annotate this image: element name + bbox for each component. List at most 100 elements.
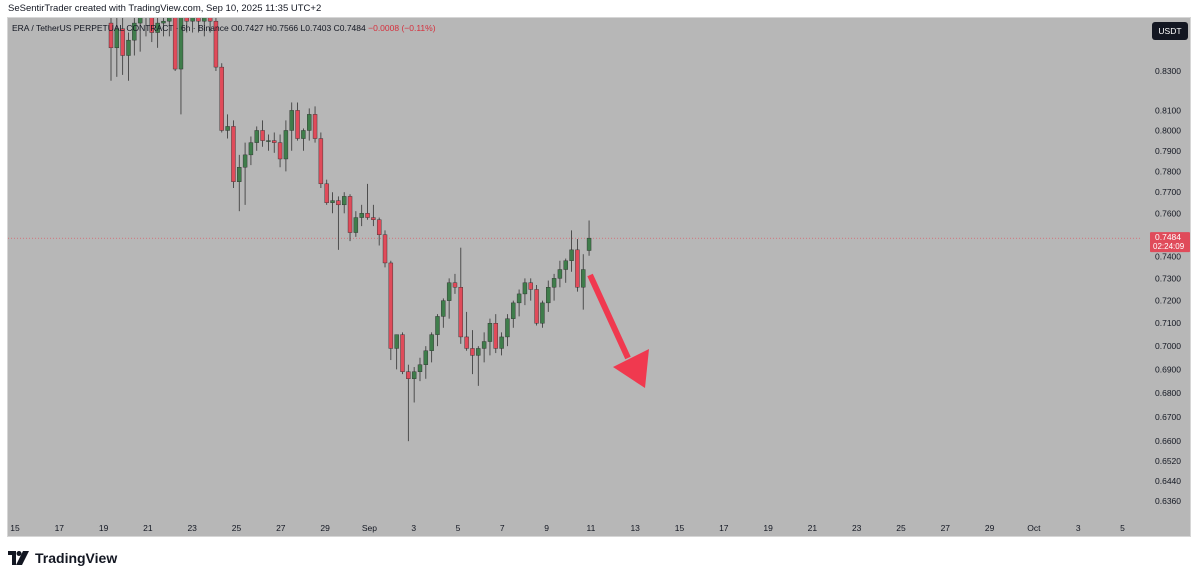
- x-axis-tick-label: 17: [719, 523, 729, 533]
- candle: [481, 332, 487, 363]
- tradingview-logo-icon: [8, 551, 29, 565]
- candle: [161, 18, 166, 37]
- y-axis-tick-label: 0.7000: [1155, 341, 1181, 351]
- current-price-value: 0.7484: [1155, 232, 1181, 242]
- candle: [551, 273, 557, 301]
- x-axis-tick-label: 15: [675, 523, 685, 533]
- candle: [184, 18, 189, 33]
- candle-body: [342, 196, 347, 206]
- candle-body: [522, 282, 528, 295]
- candle: [382, 230, 388, 268]
- x-axis-tick-label: 21: [143, 523, 153, 533]
- candle: [435, 314, 440, 347]
- x-axis-tick-label: Sep: [362, 523, 377, 533]
- candle: [347, 194, 353, 242]
- candle-body: [347, 196, 353, 233]
- candle-body: [260, 130, 265, 141]
- candle-body: [126, 39, 131, 56]
- change-text: −0.0008 (−0.11%): [368, 23, 436, 33]
- candle: [487, 318, 493, 356]
- x-axis-tick-label: Oct: [1027, 523, 1041, 533]
- candle-body: [551, 278, 557, 288]
- candle: [114, 18, 120, 77]
- candle-body: [569, 249, 574, 261]
- chart-area[interactable]: 0.8300 0.8100 0.8000 0.7900 0.7800 0.7700 0.76…: [7, 17, 1191, 537]
- candle-body: [283, 130, 289, 160]
- x-axis-tick-label: 3: [1076, 523, 1081, 533]
- candle: [511, 300, 516, 328]
- y-axis-tick-label: 0.6360: [1155, 496, 1181, 506]
- candle-body: [196, 18, 201, 22]
- candle: [318, 132, 324, 189]
- candle-body: [178, 18, 184, 70]
- candle-body: [563, 260, 568, 270]
- candle: [178, 18, 184, 115]
- candle: [295, 102, 300, 141]
- candle: [376, 217, 382, 246]
- candle: [446, 278, 452, 319]
- candle: [499, 332, 504, 356]
- candle-body: [207, 18, 213, 22]
- candle-body: [417, 364, 423, 372]
- candle: [336, 196, 341, 250]
- candle-body: [242, 154, 248, 168]
- candle: [575, 239, 580, 292]
- candle-body: [108, 22, 114, 49]
- candlestick-chart[interactable]: 0.8300 0.8100 0.8000 0.7900 0.7800 0.7700 0.76…: [8, 18, 1191, 537]
- currency-badge[interactable]: USDT: [1152, 22, 1188, 40]
- candle-body: [272, 140, 277, 143]
- candle-body: [353, 217, 359, 233]
- candle-body: [295, 110, 300, 139]
- candle: [277, 134, 283, 168]
- y-axis-tick-label: 0.8000: [1155, 125, 1181, 135]
- candle-body: [149, 18, 155, 33]
- candle-body: [540, 302, 545, 324]
- candle: [569, 230, 574, 272]
- candle: [516, 289, 522, 317]
- arrow-head: [613, 349, 649, 388]
- candle-body: [406, 371, 411, 379]
- candle: [213, 18, 219, 71]
- candle: [394, 334, 399, 370]
- x-axis-tick-label: 23: [852, 523, 862, 533]
- candle-body: [546, 287, 551, 304]
- candle-body: [493, 323, 498, 349]
- candle: [563, 258, 568, 283]
- candle: [400, 332, 405, 375]
- candle: [476, 346, 481, 386]
- candle: [528, 278, 533, 301]
- candle: [586, 220, 592, 256]
- candle-body: [114, 28, 120, 49]
- arrow-shaft: [587, 273, 631, 360]
- chart-legend: ERA / TetherUS PERPETUAL CONTRACT · 6h ·…: [12, 23, 436, 33]
- x-axis-tick-label: 27: [276, 523, 286, 533]
- tradingview-brand-text: TradingView: [35, 550, 118, 566]
- candle: [441, 298, 446, 328]
- candle: [359, 204, 364, 227]
- attribution-text: SeSentirTrader created with TradingView.…: [8, 3, 322, 14]
- candle: [452, 273, 458, 294]
- candle-body: [266, 140, 271, 142]
- x-axis-tick-label: 5: [1120, 523, 1125, 533]
- candle: [260, 120, 265, 147]
- y-axis-tick-label: 0.6600: [1155, 436, 1181, 446]
- y-axis-tick-label: 0.7400: [1155, 251, 1181, 261]
- candle-body: [137, 18, 143, 24]
- candle-body: [429, 334, 434, 351]
- candle-body: [499, 336, 504, 349]
- candle-body: [435, 316, 440, 335]
- candle: [540, 300, 545, 328]
- candle: [196, 18, 201, 33]
- candle: [388, 260, 394, 361]
- candle: [254, 126, 259, 151]
- candle: [330, 192, 335, 214]
- candle: [534, 285, 539, 326]
- y-axis-tick-label: 0.6520: [1155, 456, 1181, 466]
- candle: [149, 18, 155, 43]
- candle-body: [586, 237, 592, 251]
- candle: [312, 106, 318, 143]
- x-axis-tick-label: 13: [630, 523, 640, 533]
- candle: [108, 18, 114, 81]
- candle-body: [441, 300, 446, 317]
- candle-body: [190, 18, 195, 22]
